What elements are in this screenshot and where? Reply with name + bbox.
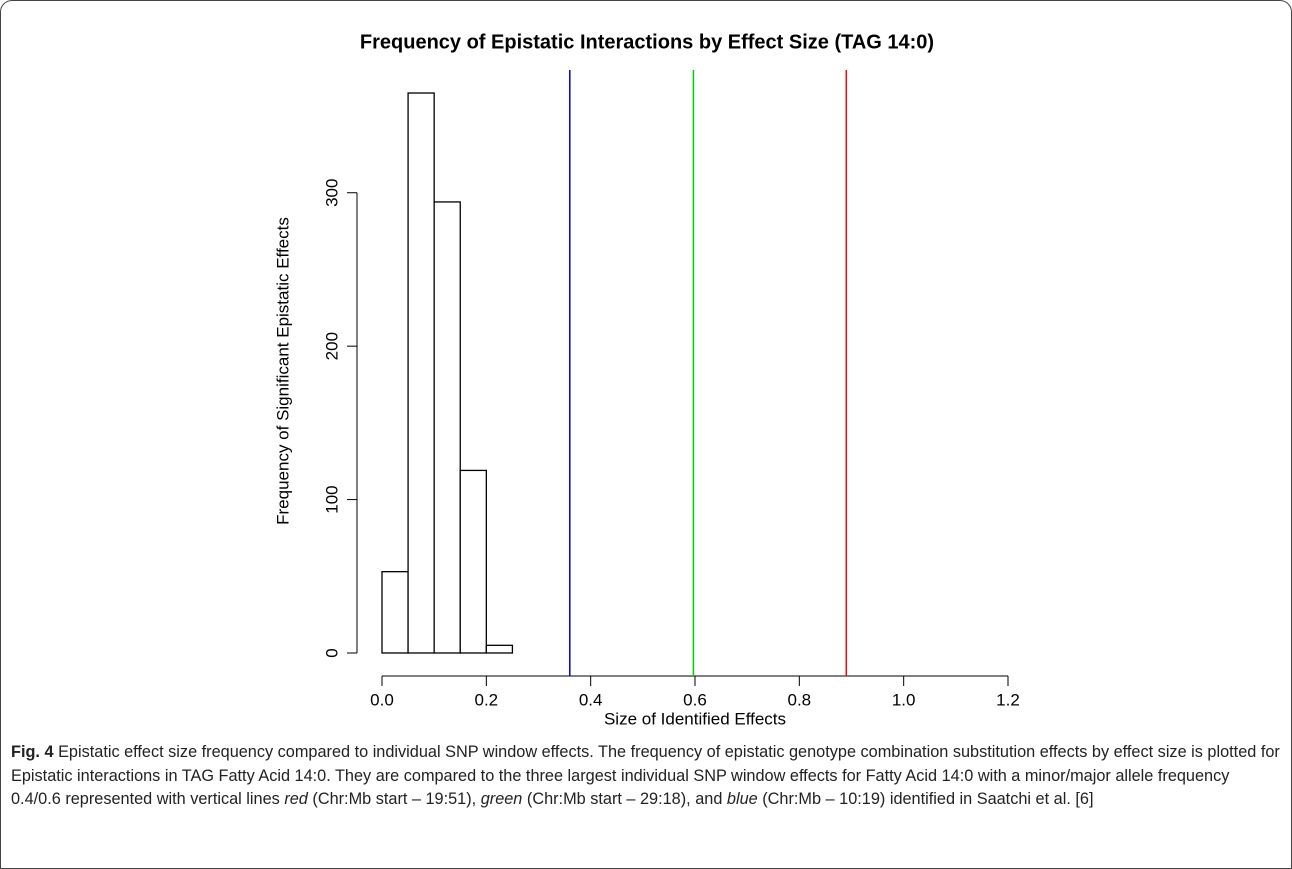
x-tick-label: 1.2 (996, 690, 1020, 709)
histogram-bar (407, 92, 435, 654)
x-tick-label: 0.8 (788, 690, 812, 709)
y-tick-label: 300 (322, 179, 341, 207)
caption-text: red (284, 790, 308, 808)
histogram-bar (433, 201, 461, 654)
y-tick-label: 0 (322, 648, 341, 657)
histogram-bar (459, 469, 487, 654)
y-tick-label: 100 (322, 485, 341, 513)
caption-text: green (480, 790, 523, 808)
caption-text: (Chr:Mb – 10:19) identified in Saatchi e… (762, 790, 1094, 808)
y-axis-label: Frequency of Significant Epistatic Effec… (273, 217, 292, 525)
chart-title: Frequency of Epistatic Interactions by E… (360, 31, 934, 53)
x-tick-label: 0.0 (370, 690, 394, 709)
caption-text: (Chr:Mb start – 19:51), (312, 790, 477, 808)
caption-text: Epistatic effect size frequency compared… (11, 743, 1280, 808)
x-tick-label: 1.0 (892, 690, 916, 709)
y-tick-label: 200 (322, 332, 341, 360)
chart: Frequency of Epistatic Interactions by E… (273, 31, 1020, 728)
caption-text: (Chr:Mb start – 29:18), and (526, 790, 723, 808)
x-tick-label: 0.2 (475, 690, 499, 709)
x-tick-label: 0.4 (579, 690, 603, 709)
caption-label: Fig. 4 (11, 743, 54, 761)
caption-text: blue (726, 790, 758, 808)
caption: Fig. 4 Epistatic effect size frequency c… (11, 741, 1283, 812)
histogram-bar (381, 571, 409, 654)
x-axis-label: Size of Identified Effects (604, 709, 786, 728)
x-tick-label: 0.6 (683, 690, 707, 709)
histogram-bar (485, 644, 514, 654)
